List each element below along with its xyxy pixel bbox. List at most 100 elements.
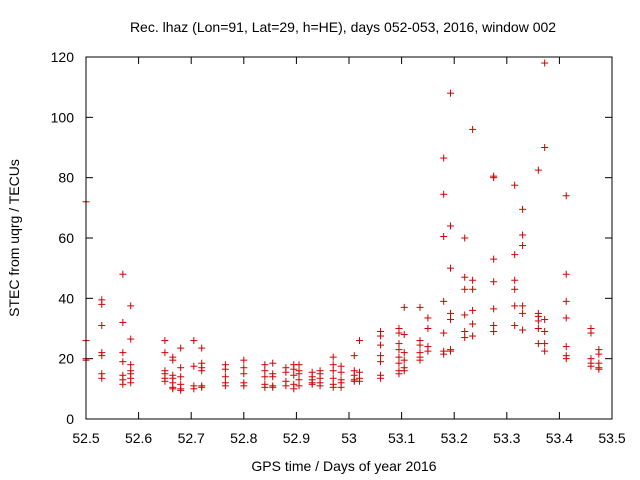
axis-ticks: 52.5 52.6 52.7 52.8 52.9 53 53.1 53.2 53.3 53.4 53… (51, 49, 626, 446)
data-point (119, 270, 127, 278)
data-point (587, 362, 595, 370)
data-point (169, 385, 177, 393)
x-tick-label: 52.6 (125, 430, 152, 446)
data-point (395, 340, 403, 348)
y-tick-label: 80 (58, 170, 74, 186)
data-point (377, 332, 385, 340)
data-point (562, 297, 570, 305)
data-point (447, 222, 455, 230)
data-point (469, 306, 477, 314)
data-point (261, 367, 269, 375)
x-tick-label: 52.9 (283, 430, 310, 446)
data-point (127, 379, 135, 387)
data-point (119, 318, 127, 326)
data-point (377, 358, 385, 366)
data-point (240, 356, 248, 364)
data-point (541, 340, 549, 348)
data-point (447, 309, 455, 317)
data-point (562, 192, 570, 200)
data-point (169, 356, 177, 364)
data-point (127, 361, 135, 369)
data-point (562, 270, 570, 278)
data-point (595, 350, 603, 358)
data-point (308, 380, 316, 388)
data-point (377, 352, 385, 360)
data-point (461, 234, 469, 242)
data-point (127, 302, 135, 310)
data-points (82, 59, 603, 394)
data-point (356, 337, 364, 345)
data-point (98, 321, 106, 329)
data-point (534, 317, 542, 325)
y-tick-label: 40 (58, 290, 74, 306)
data-point (161, 337, 169, 345)
data-point (269, 373, 277, 381)
data-point (469, 276, 477, 284)
data-point (490, 278, 498, 286)
x-tick-label: 53.2 (441, 430, 468, 446)
data-point (534, 325, 542, 332)
data-point (461, 311, 469, 319)
y-tick-label: 100 (51, 109, 75, 125)
data-point (440, 297, 448, 305)
data-point (356, 377, 364, 385)
data-point (562, 314, 570, 322)
data-point (416, 356, 424, 364)
data-point (469, 332, 477, 340)
data-point (595, 365, 603, 373)
y-tick-label: 60 (58, 230, 74, 246)
data-point (461, 273, 469, 281)
data-point (519, 242, 527, 250)
data-point (98, 374, 106, 382)
x-tick-label: 52.5 (72, 430, 99, 446)
y-tick-label: 120 (51, 49, 75, 65)
data-point (356, 368, 364, 376)
data-point (440, 190, 448, 198)
x-tick-label: 52.7 (178, 430, 205, 446)
data-point (541, 144, 549, 151)
data-point (416, 303, 424, 311)
data-point (469, 125, 477, 133)
data-point (562, 355, 570, 363)
data-point (562, 343, 570, 351)
data-point (98, 300, 106, 308)
data-point (400, 331, 408, 339)
data-point (447, 315, 455, 323)
data-point (440, 350, 448, 358)
data-point (469, 285, 477, 293)
data-point (395, 353, 403, 361)
data-point (534, 166, 542, 174)
data-point (519, 231, 527, 239)
data-point (261, 361, 269, 369)
data-point (511, 251, 519, 259)
data-point (395, 346, 403, 354)
data-point (511, 276, 519, 284)
data-point (119, 358, 127, 366)
data-point (329, 383, 337, 391)
y-tick-label: 0 (66, 411, 74, 427)
data-point (424, 347, 432, 355)
data-point (127, 335, 135, 343)
data-point (329, 367, 337, 375)
x-tick-label: 53.5 (598, 430, 625, 446)
data-point (511, 302, 519, 310)
data-point (282, 368, 290, 376)
data-point (461, 334, 469, 342)
x-tick-label: 53.1 (388, 430, 415, 446)
data-point (329, 361, 337, 369)
data-point (400, 303, 408, 311)
data-point (177, 364, 185, 372)
data-point (177, 344, 185, 352)
data-point (424, 325, 432, 332)
data-point (447, 264, 455, 272)
data-point (440, 154, 448, 162)
data-point (98, 352, 106, 360)
data-point (198, 383, 206, 391)
data-point (240, 364, 248, 372)
data-point (316, 382, 324, 390)
data-point (290, 365, 298, 373)
data-point (447, 89, 455, 97)
data-point (490, 174, 498, 182)
data-point (269, 359, 277, 367)
data-point (337, 362, 345, 370)
